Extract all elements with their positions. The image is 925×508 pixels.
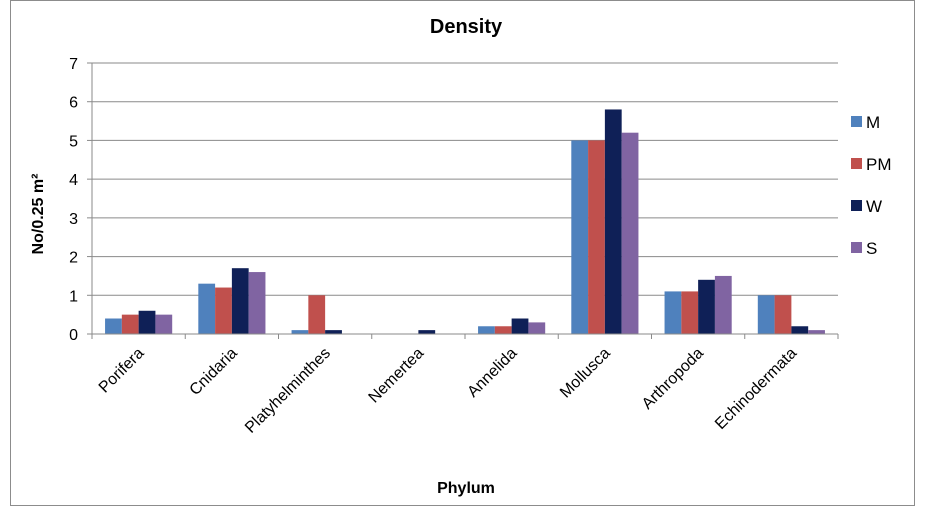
bar-pm-mollusca xyxy=(588,140,605,334)
x-tick-label: Annelida xyxy=(464,345,520,401)
x-tick-label: Porifera xyxy=(96,345,148,397)
y-tick-label: 2 xyxy=(69,250,78,267)
legend-swatch-m xyxy=(851,116,862,127)
bar-m-arthropoda xyxy=(664,291,682,334)
legend: M PM W S xyxy=(851,113,892,258)
bar-w-annelida xyxy=(511,318,529,334)
bar-s-porifera xyxy=(155,314,173,334)
x-tick-label: Platyhelminthes xyxy=(242,345,334,437)
bar-w-mollusca xyxy=(604,109,622,335)
y-tick-label: 7 xyxy=(69,56,78,73)
y-tick-label: 6 xyxy=(69,95,78,112)
chart-frame xyxy=(10,0,915,506)
bar-pm-platyhelminthes xyxy=(308,295,326,334)
y-axis-title: No/0.25 m² xyxy=(30,174,47,255)
bar-m-echinodermata xyxy=(757,295,775,334)
bar-pm-annelida xyxy=(494,326,512,334)
chart-title: Density xyxy=(430,16,503,38)
axes xyxy=(87,62,839,339)
y-tick-label: 4 xyxy=(69,172,78,189)
bar-s-mollusca xyxy=(621,132,639,334)
legend-swatch-s xyxy=(851,242,862,253)
bar-pm-porifera xyxy=(121,314,139,334)
bar-m-platyhelminthes xyxy=(291,330,309,334)
bar-w-platyhelminthes xyxy=(325,330,342,334)
bar-s-arthropoda xyxy=(714,275,732,334)
bar-w-echinodermata xyxy=(791,326,809,334)
bar-s-echinodermata xyxy=(808,330,825,334)
bar-m-porifera xyxy=(105,318,122,334)
bar-pm-cnidaria xyxy=(215,287,232,334)
x-tick-label: Arthropoda xyxy=(639,345,707,413)
x-tick-label: Cnidaria xyxy=(187,345,241,399)
bar-w-arthropoda xyxy=(698,279,715,334)
y-tick-label: 1 xyxy=(69,288,78,305)
legend-label-w: W xyxy=(866,197,882,216)
x-tick-label: Nemertea xyxy=(366,345,428,407)
x-tick-label: Echinodermata xyxy=(712,345,800,433)
x-tick-labels: Porifera Cnidaria Platyhelminthes Nemertea A… xyxy=(96,345,800,437)
legend-swatch-w xyxy=(851,200,862,211)
bar-pm-arthropoda xyxy=(681,291,699,334)
bar-m-annelida xyxy=(478,326,495,334)
legend-label-pm: PM xyxy=(866,155,892,174)
bar-s-annelida xyxy=(528,322,546,334)
bar-s-cnidaria xyxy=(248,272,266,334)
bar-w-nemertea xyxy=(418,330,436,334)
bars xyxy=(105,109,825,335)
legend-label-m: M xyxy=(866,113,880,132)
bar-w-cnidaria xyxy=(231,268,249,334)
gridlines xyxy=(92,62,838,296)
y-tick-label: 0 xyxy=(69,327,78,344)
x-axis-title: Phylum xyxy=(437,480,495,497)
legend-label-s: S xyxy=(866,239,877,258)
bar-w-porifera xyxy=(138,310,156,334)
y-tick-label: 3 xyxy=(69,211,78,228)
x-tick-label: Mollusca xyxy=(557,345,614,402)
y-tick-labels: 0 1 2 3 4 5 6 7 xyxy=(69,56,78,344)
bar-m-cnidaria xyxy=(198,283,216,334)
bar-pm-echinodermata xyxy=(774,295,792,334)
legend-swatch-pm xyxy=(851,158,862,169)
bar-m-mollusca xyxy=(571,140,589,334)
y-tick-label: 5 xyxy=(69,133,78,150)
